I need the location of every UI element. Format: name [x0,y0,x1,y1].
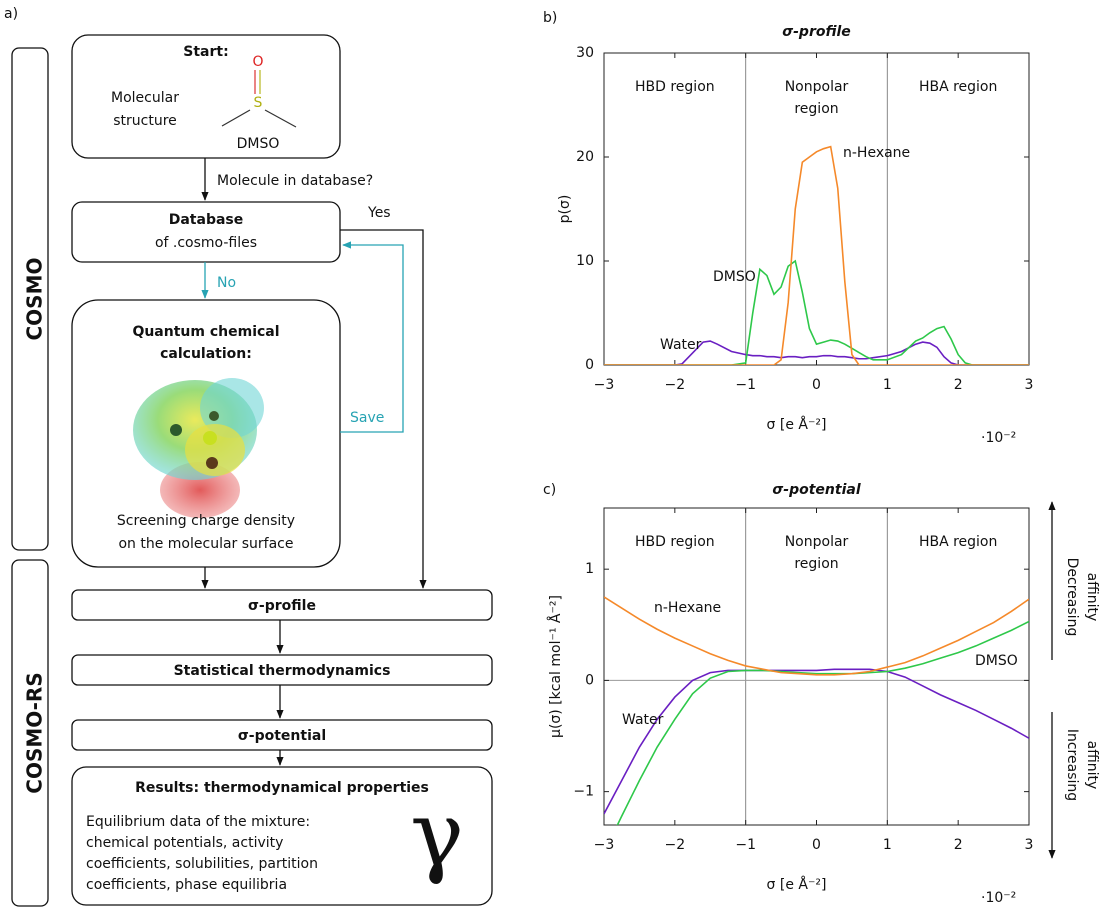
quantum-caption: on the molecular surface [118,536,293,552]
y-axis-label: μ(σ) [kcal mol⁻¹ Å⁻²] [547,595,564,738]
x-tick-label: 0 [812,377,821,393]
side-annotation: Decreasing [1064,558,1080,637]
series-line [604,340,1029,365]
y-tick-label: 1 [585,561,594,577]
group-bar [11,559,49,907]
group-bar [11,47,49,551]
series-line [616,620,1029,825]
step-label: Statistical thermodynamics [174,663,391,679]
start-title: Start: [183,44,228,60]
region-label: HBA region [919,79,997,95]
side-annotation: affinity [1084,573,1100,622]
series-line [604,259,1029,365]
x-tick-label: −3 [594,837,615,853]
surface-image [133,378,264,518]
edge-label: Save [350,410,384,426]
panel-label: a) [4,6,18,22]
region-label: region [794,101,838,117]
chart-title: σ-profile [782,24,851,40]
series-line [604,668,1029,815]
region-label: HBA region [919,534,997,550]
x-axis-label: σ [e Å⁻²] [767,876,827,893]
y-tick-label: 0 [585,357,594,373]
y-tick-label: 20 [576,149,594,165]
step-label: σ-potential [238,728,326,744]
plot-frame [603,52,1030,366]
series-line [604,596,1029,676]
chart-title: σ-potential [772,482,860,498]
database-title: Database [169,212,244,228]
side-annotation: Increasing [1064,729,1080,801]
x-tick-label: 1 [883,837,892,853]
region-label: Nonpolar [785,534,849,550]
region-label: Nonpolar [785,79,849,95]
region-label: HBD region [635,534,715,550]
x-multiplier: ·10⁻² [981,430,1016,446]
x-tick-label: 2 [954,377,963,393]
region-label: HBD region [635,79,715,95]
quantum-title: calculation: [160,346,252,362]
quantum-caption: Screening charge density [117,513,295,529]
y-tick-label: −1 [573,784,594,800]
start-label: Molecular [111,90,179,106]
group-label: COSMO-RS [23,672,47,793]
results-line: coefficients, solubilities, partition [86,856,318,872]
x-tick-label: −3 [594,377,615,393]
step-box [71,589,493,621]
side-annotation: affinity [1084,741,1100,790]
series-label: n-Hexane [654,600,721,616]
database-box [71,201,341,263]
atom-label: S [254,95,263,111]
x-tick-label: 2 [954,837,963,853]
start-label: structure [113,113,177,129]
bond [264,109,297,128]
x-tick-label: 3 [1025,837,1034,853]
edge-label: No [217,275,236,291]
series-label: DMSO [713,269,756,285]
y-axis-label: p(σ) [557,195,573,224]
series-label: DMSO [975,653,1018,669]
series-line [604,145,1029,365]
atom-label: O [252,54,263,70]
start-box [71,34,341,159]
quantum-title: Quantum chemical [132,324,279,340]
y-tick-label: 30 [576,45,594,61]
step-box [71,719,493,751]
molecule-name: DMSO [237,136,280,152]
x-tick-label: 0 [812,837,821,853]
x-tick-label: 3 [1025,377,1034,393]
group-label: COSMO [23,258,47,341]
results-line: Equilibrium data of the mixture: [86,814,310,830]
x-tick-label: −2 [665,377,686,393]
arrow [340,241,404,433]
database-subtitle: of .cosmo-files [155,235,257,251]
results-title: Results: thermodynamical properties [135,780,429,796]
results-box [71,766,493,906]
panel-label: b) [543,10,557,26]
results-symbol: γ [410,782,464,887]
bond [221,109,251,127]
results-line: chemical potentials, activity [86,835,283,851]
x-tick-label: 1 [883,377,892,393]
series-label: Water [622,712,664,728]
region-label: region [794,556,838,572]
x-tick-label: −1 [735,837,756,853]
series-label: Water [660,337,702,353]
y-tick-label: 10 [576,253,594,269]
step-box [71,654,493,686]
x-tick-label: −2 [665,837,686,853]
x-axis-label: σ [e Å⁻²] [767,416,827,433]
step-label: σ-profile [248,598,316,614]
panel-label: c) [543,482,556,498]
series-label: n-Hexane [843,145,910,161]
results-line: coefficients, phase equilibria [86,877,287,893]
arrow [340,229,427,589]
edge-label: Yes [367,205,391,221]
x-tick-label: −1 [735,377,756,393]
y-tick-label: 0 [585,672,594,688]
x-multiplier: ·10⁻² [981,890,1016,906]
edge-label: Molecule in database? [217,173,373,189]
